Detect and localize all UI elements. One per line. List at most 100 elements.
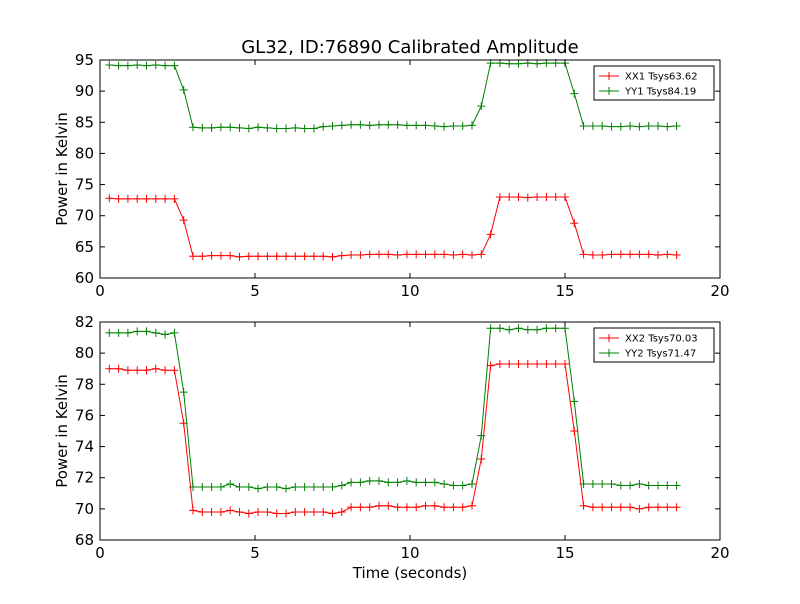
data-point-marker xyxy=(254,484,263,493)
data-point-marker xyxy=(207,483,216,492)
x-tick-label: 0 xyxy=(95,544,105,562)
data-point-marker xyxy=(375,120,383,129)
data-point-marker xyxy=(588,122,597,131)
data-point-marker xyxy=(514,59,523,68)
data-point-marker xyxy=(300,507,309,516)
data-point-marker xyxy=(226,123,235,132)
data-point-marker xyxy=(356,503,365,512)
y-tick-label: 78 xyxy=(75,375,94,393)
data-point-marker xyxy=(523,325,532,334)
y-tick-label: 80 xyxy=(75,144,94,162)
data-point-marker xyxy=(244,509,253,518)
y-axis-title-2: Power in Kelvin xyxy=(53,374,71,488)
data-point-marker xyxy=(170,328,179,337)
data-point-marker xyxy=(468,121,476,130)
data-point-marker xyxy=(561,193,569,202)
data-point-marker xyxy=(263,252,272,261)
data-point-marker xyxy=(458,122,467,131)
data-point-marker xyxy=(179,85,188,94)
legend-entry-label: XX2 Tsys70.03 xyxy=(625,334,698,345)
data-point-marker xyxy=(123,328,132,337)
legend-marker xyxy=(605,72,613,80)
data-point-marker xyxy=(402,503,411,512)
data-point-marker xyxy=(421,478,430,487)
data-point-marker xyxy=(421,501,430,510)
data-point-marker xyxy=(347,120,356,129)
data-point-marker xyxy=(626,250,635,259)
data-point-marker xyxy=(384,250,393,259)
data-point-marker xyxy=(375,501,383,510)
data-point-marker xyxy=(384,501,393,510)
data-point-marker xyxy=(356,478,365,487)
data-point-marker xyxy=(123,61,132,70)
data-point-marker xyxy=(607,479,616,488)
data-point-marker xyxy=(282,509,290,518)
data-point-marker xyxy=(644,503,653,512)
data-point-marker xyxy=(626,122,635,131)
data-point-marker xyxy=(207,251,216,260)
y-tick-label: 95 xyxy=(75,51,94,69)
data-point-marker xyxy=(607,122,616,131)
data-point-marker xyxy=(672,503,681,512)
data-point-marker xyxy=(626,503,635,512)
data-point-marker xyxy=(421,121,430,130)
data-point-marker xyxy=(198,252,207,261)
data-point-marker xyxy=(142,327,151,336)
data-point-marker xyxy=(468,501,476,510)
data-point-marker xyxy=(347,503,356,512)
y-tick-label: 68 xyxy=(75,531,94,549)
data-point-marker xyxy=(179,388,188,397)
data-point-marker xyxy=(486,324,495,333)
data-point-marker xyxy=(505,59,514,68)
data-point-marker xyxy=(123,366,132,375)
data-point-marker xyxy=(151,364,160,373)
data-point-marker xyxy=(198,483,207,492)
data-point-marker xyxy=(561,360,569,369)
y-tick-label: 80 xyxy=(75,344,94,362)
data-point-marker xyxy=(588,503,597,512)
data-point-marker xyxy=(216,483,225,492)
data-point-marker xyxy=(412,121,421,130)
legend-entry-label: YY2 Tsys71.47 xyxy=(624,349,696,360)
data-point-marker xyxy=(291,507,300,516)
data-point-marker xyxy=(635,250,644,259)
x-axis-title: Time (seconds) xyxy=(352,564,468,582)
x-tick-label: 20 xyxy=(710,282,729,300)
data-point-marker xyxy=(328,122,337,131)
y-tick-label: 70 xyxy=(75,500,94,518)
data-point-marker xyxy=(635,479,644,488)
data-point-marker xyxy=(375,476,383,485)
data-point-marker xyxy=(300,124,309,133)
data-point-marker xyxy=(319,507,328,516)
data-point-marker xyxy=(607,503,616,512)
data-point-marker xyxy=(495,193,504,202)
x-tick-label: 10 xyxy=(400,544,419,562)
data-point-marker xyxy=(514,324,523,333)
data-point-marker xyxy=(430,250,439,259)
data-point-marker xyxy=(672,250,681,259)
data-point-marker xyxy=(440,250,449,259)
data-point-marker xyxy=(449,481,458,490)
data-point-marker xyxy=(337,481,346,490)
data-point-marker xyxy=(523,193,532,202)
data-point-marker xyxy=(328,252,337,261)
data-point-marker xyxy=(254,252,263,261)
data-point-marker xyxy=(523,360,532,369)
data-point-marker xyxy=(272,509,281,518)
data-point-marker xyxy=(663,122,672,131)
data-point-marker xyxy=(235,507,244,516)
data-point-marker xyxy=(542,360,551,369)
x-tick-label: 15 xyxy=(555,282,574,300)
data-point-marker xyxy=(551,193,560,202)
data-point-marker xyxy=(263,123,272,132)
data-point-marker xyxy=(588,479,597,488)
data-point-marker xyxy=(272,124,281,133)
x-tick-label: 0 xyxy=(95,282,105,300)
data-point-marker xyxy=(365,476,374,485)
data-point-marker xyxy=(207,507,216,516)
x-tick-label: 5 xyxy=(250,544,260,562)
data-point-marker xyxy=(189,483,197,492)
data-point-marker xyxy=(226,251,235,260)
data-point-marker xyxy=(226,506,235,515)
